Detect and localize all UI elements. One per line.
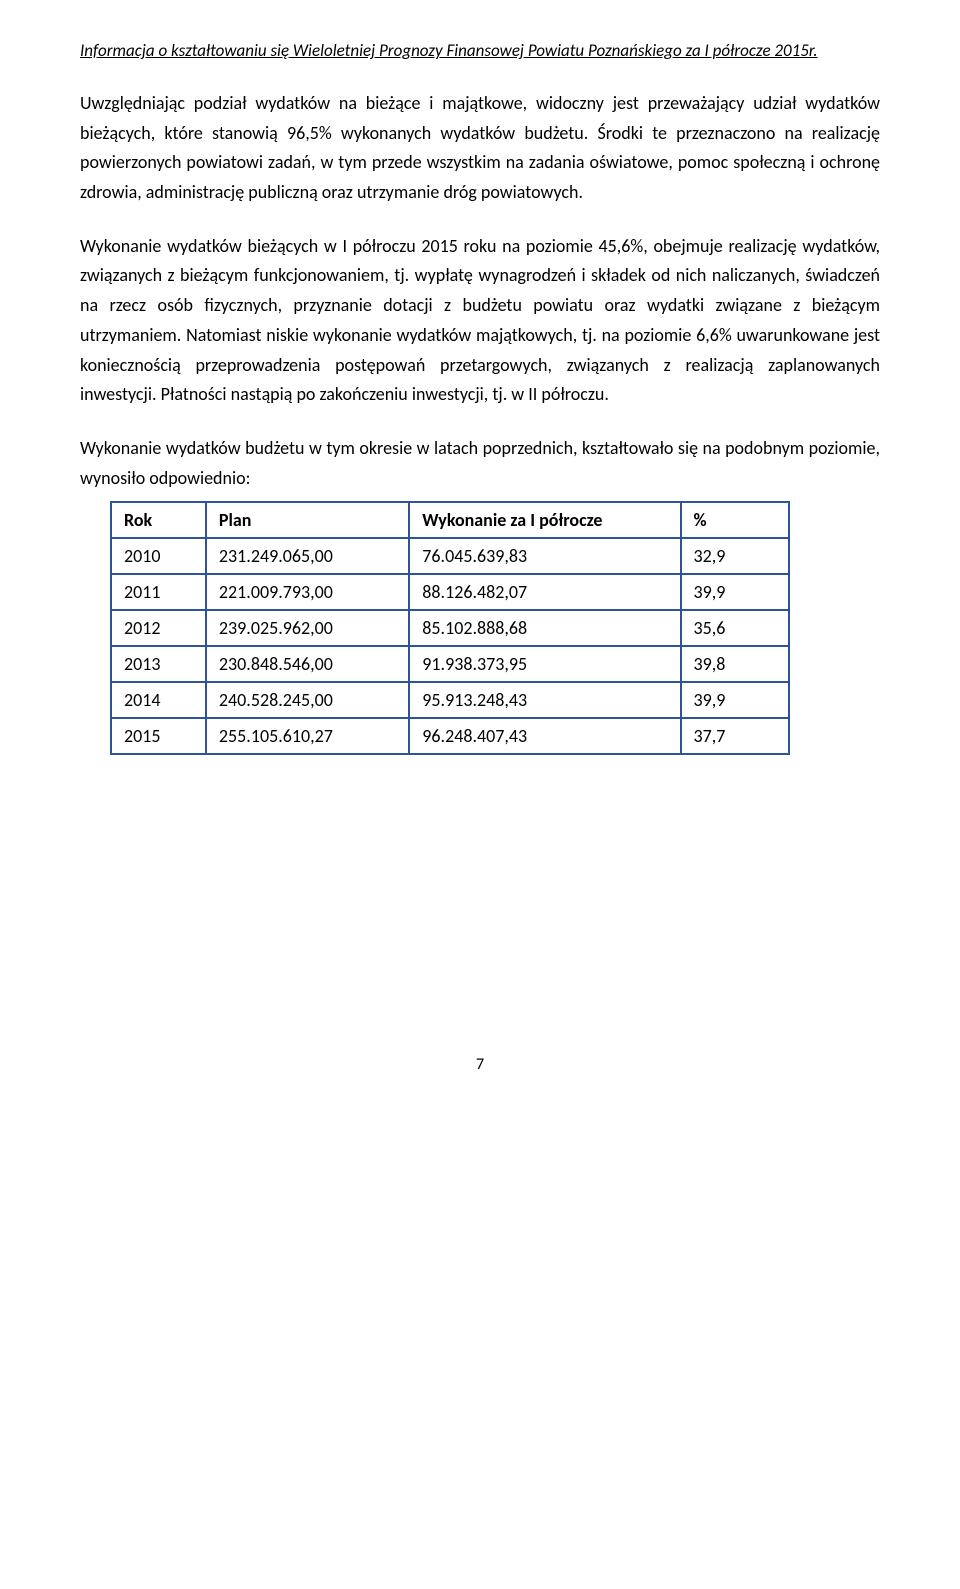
col-header-percent: %	[681, 502, 790, 538]
table-row: 2015 255.105.610,27 96.248.407,43 37,7	[111, 718, 789, 754]
paragraph-intro: Uwzględniając podział wydatków na bieżąc…	[80, 89, 880, 208]
cell-wyk: 96.248.407,43	[409, 718, 680, 754]
cell-wyk: 91.938.373,95	[409, 646, 680, 682]
cell-rok: 2012	[111, 610, 206, 646]
table-row: 2014 240.528.245,00 95.913.248,43 39,9	[111, 682, 789, 718]
cell-wyk: 88.126.482,07	[409, 574, 680, 610]
cell-plan: 231.249.065,00	[206, 538, 409, 574]
cell-wyk: 76.045.639,83	[409, 538, 680, 574]
table-row: 2011 221.009.793,00 88.126.482,07 39,9	[111, 574, 789, 610]
cell-pct: 35,6	[681, 610, 790, 646]
table-row: 2010 231.249.065,00 76.045.639,83 32,9	[111, 538, 789, 574]
cell-rok: 2015	[111, 718, 206, 754]
cell-plan: 255.105.610,27	[206, 718, 409, 754]
document-page: Informacja o kształtowaniu się Wieloletn…	[0, 0, 960, 1114]
budget-history-table: Rok Plan Wykonanie za I półrocze % 2010 …	[110, 501, 790, 755]
col-header-rok: Rok	[111, 502, 206, 538]
running-header: Informacja o kształtowaniu się Wieloletn…	[80, 40, 880, 61]
table-row: 2012 239.025.962,00 85.102.888,68 35,6	[111, 610, 789, 646]
cell-pct: 37,7	[681, 718, 790, 754]
cell-rok: 2014	[111, 682, 206, 718]
cell-pct: 39,8	[681, 646, 790, 682]
table-header-row: Rok Plan Wykonanie za I półrocze %	[111, 502, 789, 538]
paragraph-execution: Wykonanie wydatków bieżących w I półrocz…	[80, 232, 880, 410]
cell-plan: 230.848.546,00	[206, 646, 409, 682]
cell-pct: 39,9	[681, 682, 790, 718]
cell-wyk: 95.913.248,43	[409, 682, 680, 718]
cell-wyk: 85.102.888,68	[409, 610, 680, 646]
cell-pct: 32,9	[681, 538, 790, 574]
cell-plan: 240.528.245,00	[206, 682, 409, 718]
cell-plan: 221.009.793,00	[206, 574, 409, 610]
col-header-wykonanie: Wykonanie za I półrocze	[409, 502, 680, 538]
cell-pct: 39,9	[681, 574, 790, 610]
cell-rok: 2013	[111, 646, 206, 682]
cell-rok: 2011	[111, 574, 206, 610]
page-number: 7	[80, 1055, 880, 1074]
cell-rok: 2010	[111, 538, 206, 574]
col-header-plan: Plan	[206, 502, 409, 538]
table-row: 2013 230.848.546,00 91.938.373,95 39,8	[111, 646, 789, 682]
cell-plan: 239.025.962,00	[206, 610, 409, 646]
paragraph-table-lead: Wykonanie wydatków budżetu w tym okresie…	[80, 434, 880, 493]
